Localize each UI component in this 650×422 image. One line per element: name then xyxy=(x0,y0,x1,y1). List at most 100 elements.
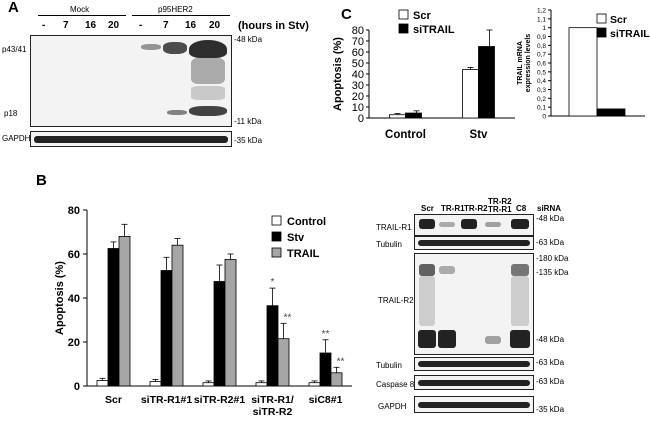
group-line-p95her2 xyxy=(132,15,230,16)
bar-control xyxy=(96,380,109,387)
chart-c-mrna: 0 0,1 0,2 0,3 0,4 0,50,6 0,7 0,8 0,9 1 1,11,2 TRAIL… xyxy=(517,8,650,121)
time-label: 20 xyxy=(108,20,120,31)
row-label-p43-41: p43/41 xyxy=(2,45,27,54)
bar-trail xyxy=(330,372,343,387)
legend-swatch xyxy=(596,13,607,24)
y-tick-label: 60 xyxy=(68,249,80,261)
mw-marker: -180 kDa xyxy=(536,254,569,263)
bar-trail xyxy=(171,244,184,387)
bar-scr xyxy=(462,69,479,119)
bar-stv xyxy=(160,270,173,387)
y-tick-label: 0,3 xyxy=(537,87,546,94)
legend-label: Scr xyxy=(610,14,627,26)
significance-marker: ** xyxy=(337,356,345,367)
y-tick-label: 30 xyxy=(352,80,364,92)
y-axis-label: expression levels xyxy=(525,34,532,92)
y-tick-label: 20 xyxy=(352,91,364,103)
legend-label: Scr xyxy=(413,10,431,22)
legend-label: Stv xyxy=(287,232,305,244)
sirna-label: siRNA xyxy=(537,204,562,213)
blot-trail-r1 xyxy=(414,214,534,236)
bar-stv xyxy=(107,248,120,387)
legend-swatch xyxy=(596,27,607,38)
y-tick-label: 40 xyxy=(352,69,364,81)
mw-marker: -11 kDa xyxy=(234,117,262,126)
blot-trail-r2 xyxy=(414,253,534,355)
panel-label-a: A xyxy=(8,0,19,16)
y-axis-label: TRAIL mRNA xyxy=(517,41,524,85)
legend-label: siTRAIL xyxy=(610,28,650,40)
blot-gapdh-b xyxy=(414,396,534,413)
row-label-trail-r2: TRAIL-R2 xyxy=(378,296,414,305)
mw-marker: -63 kDa xyxy=(536,377,565,386)
blot-tubulin-2 xyxy=(414,357,534,371)
y-tick-label: 1,2 xyxy=(537,8,546,15)
x-tick-label: Stv xyxy=(470,129,489,141)
bar-trail xyxy=(224,259,237,387)
legend-swatch xyxy=(271,215,282,226)
significance-marker: ** xyxy=(322,329,330,340)
y-axis-label: Apoptosis (%) xyxy=(54,261,66,335)
mw-marker: -35 kDa xyxy=(536,405,565,414)
y-tick-label: 0 xyxy=(542,114,546,121)
y-tick-label: 0 xyxy=(358,113,364,125)
time-caption: (hours in Stv) xyxy=(238,20,309,32)
time-label: 16 xyxy=(185,20,197,31)
y-tick-label: 0,5 xyxy=(537,69,546,76)
y-tick-label: 80 xyxy=(352,25,364,37)
legend-label: Control xyxy=(287,216,326,228)
y-tick-label: 10 xyxy=(352,102,364,114)
bar-trail xyxy=(118,236,131,387)
legend-swatch xyxy=(398,9,409,20)
bar-sitrail xyxy=(596,108,626,117)
significance-marker: * xyxy=(271,277,275,288)
bar-stv xyxy=(213,281,226,387)
blot-tubulin-1 xyxy=(414,236,534,250)
lane-label: Scr xyxy=(421,204,434,213)
y-tick-label: 0,4 xyxy=(537,78,546,85)
y-tick-label: 0,1 xyxy=(537,105,546,112)
group-label-p95her2: p95HER2 xyxy=(158,5,193,14)
lane-label: TR-R2 xyxy=(488,197,512,206)
y-tick-label: 1,1 xyxy=(537,16,546,23)
panel-label-c: C xyxy=(341,6,352,23)
row-label-caspase-8: Caspase 8 xyxy=(376,380,415,389)
time-label: - xyxy=(42,20,46,31)
legend-swatch xyxy=(271,231,282,242)
mw-marker: -63 kDa xyxy=(536,238,565,247)
bar-trail xyxy=(277,338,290,387)
blot-panel-a-gapdh xyxy=(30,131,232,147)
bar-control xyxy=(255,382,268,387)
y-axis-label: Apoptosis (%) xyxy=(332,37,344,111)
mw-marker: -48 kDa xyxy=(536,335,565,344)
y-tick-label: 0,8 xyxy=(537,43,546,50)
bar-sitrail xyxy=(478,46,495,119)
bar-sitrail xyxy=(405,112,422,119)
legend-swatch xyxy=(271,247,282,258)
y-tick-label: 0 xyxy=(74,381,80,393)
x-tick-label: siTR-R2 xyxy=(253,406,293,418)
row-label-p18: p18 xyxy=(4,109,18,118)
time-label: 7 xyxy=(163,20,169,31)
y-tick-label: 40 xyxy=(68,293,80,305)
y-tick-label: 0,2 xyxy=(537,96,546,103)
row-label-tubulin-2: Tubulin xyxy=(376,361,402,370)
bar-stv xyxy=(266,305,279,387)
bar-scr xyxy=(568,27,598,117)
x-tick-label: siTR-R1/ xyxy=(251,394,294,406)
row-label-gapdh: GAPDH xyxy=(2,134,31,143)
group-label-mock: Mock xyxy=(70,5,90,14)
mw-marker: -48 kDa xyxy=(536,214,565,223)
x-tick-label: siTR-R1#1 xyxy=(141,394,193,406)
time-label: 20 xyxy=(209,20,221,31)
y-tick-label: 70 xyxy=(352,36,364,48)
bar-scr xyxy=(389,114,406,119)
x-tick-label: Control xyxy=(385,129,426,141)
mw-marker: -35 kDa xyxy=(234,136,263,145)
time-label: 16 xyxy=(85,20,97,31)
time-label: - xyxy=(139,20,143,31)
y-tick-label: 50 xyxy=(352,58,364,70)
legend-label: TRAIL xyxy=(287,248,320,260)
bar-control xyxy=(202,382,215,387)
